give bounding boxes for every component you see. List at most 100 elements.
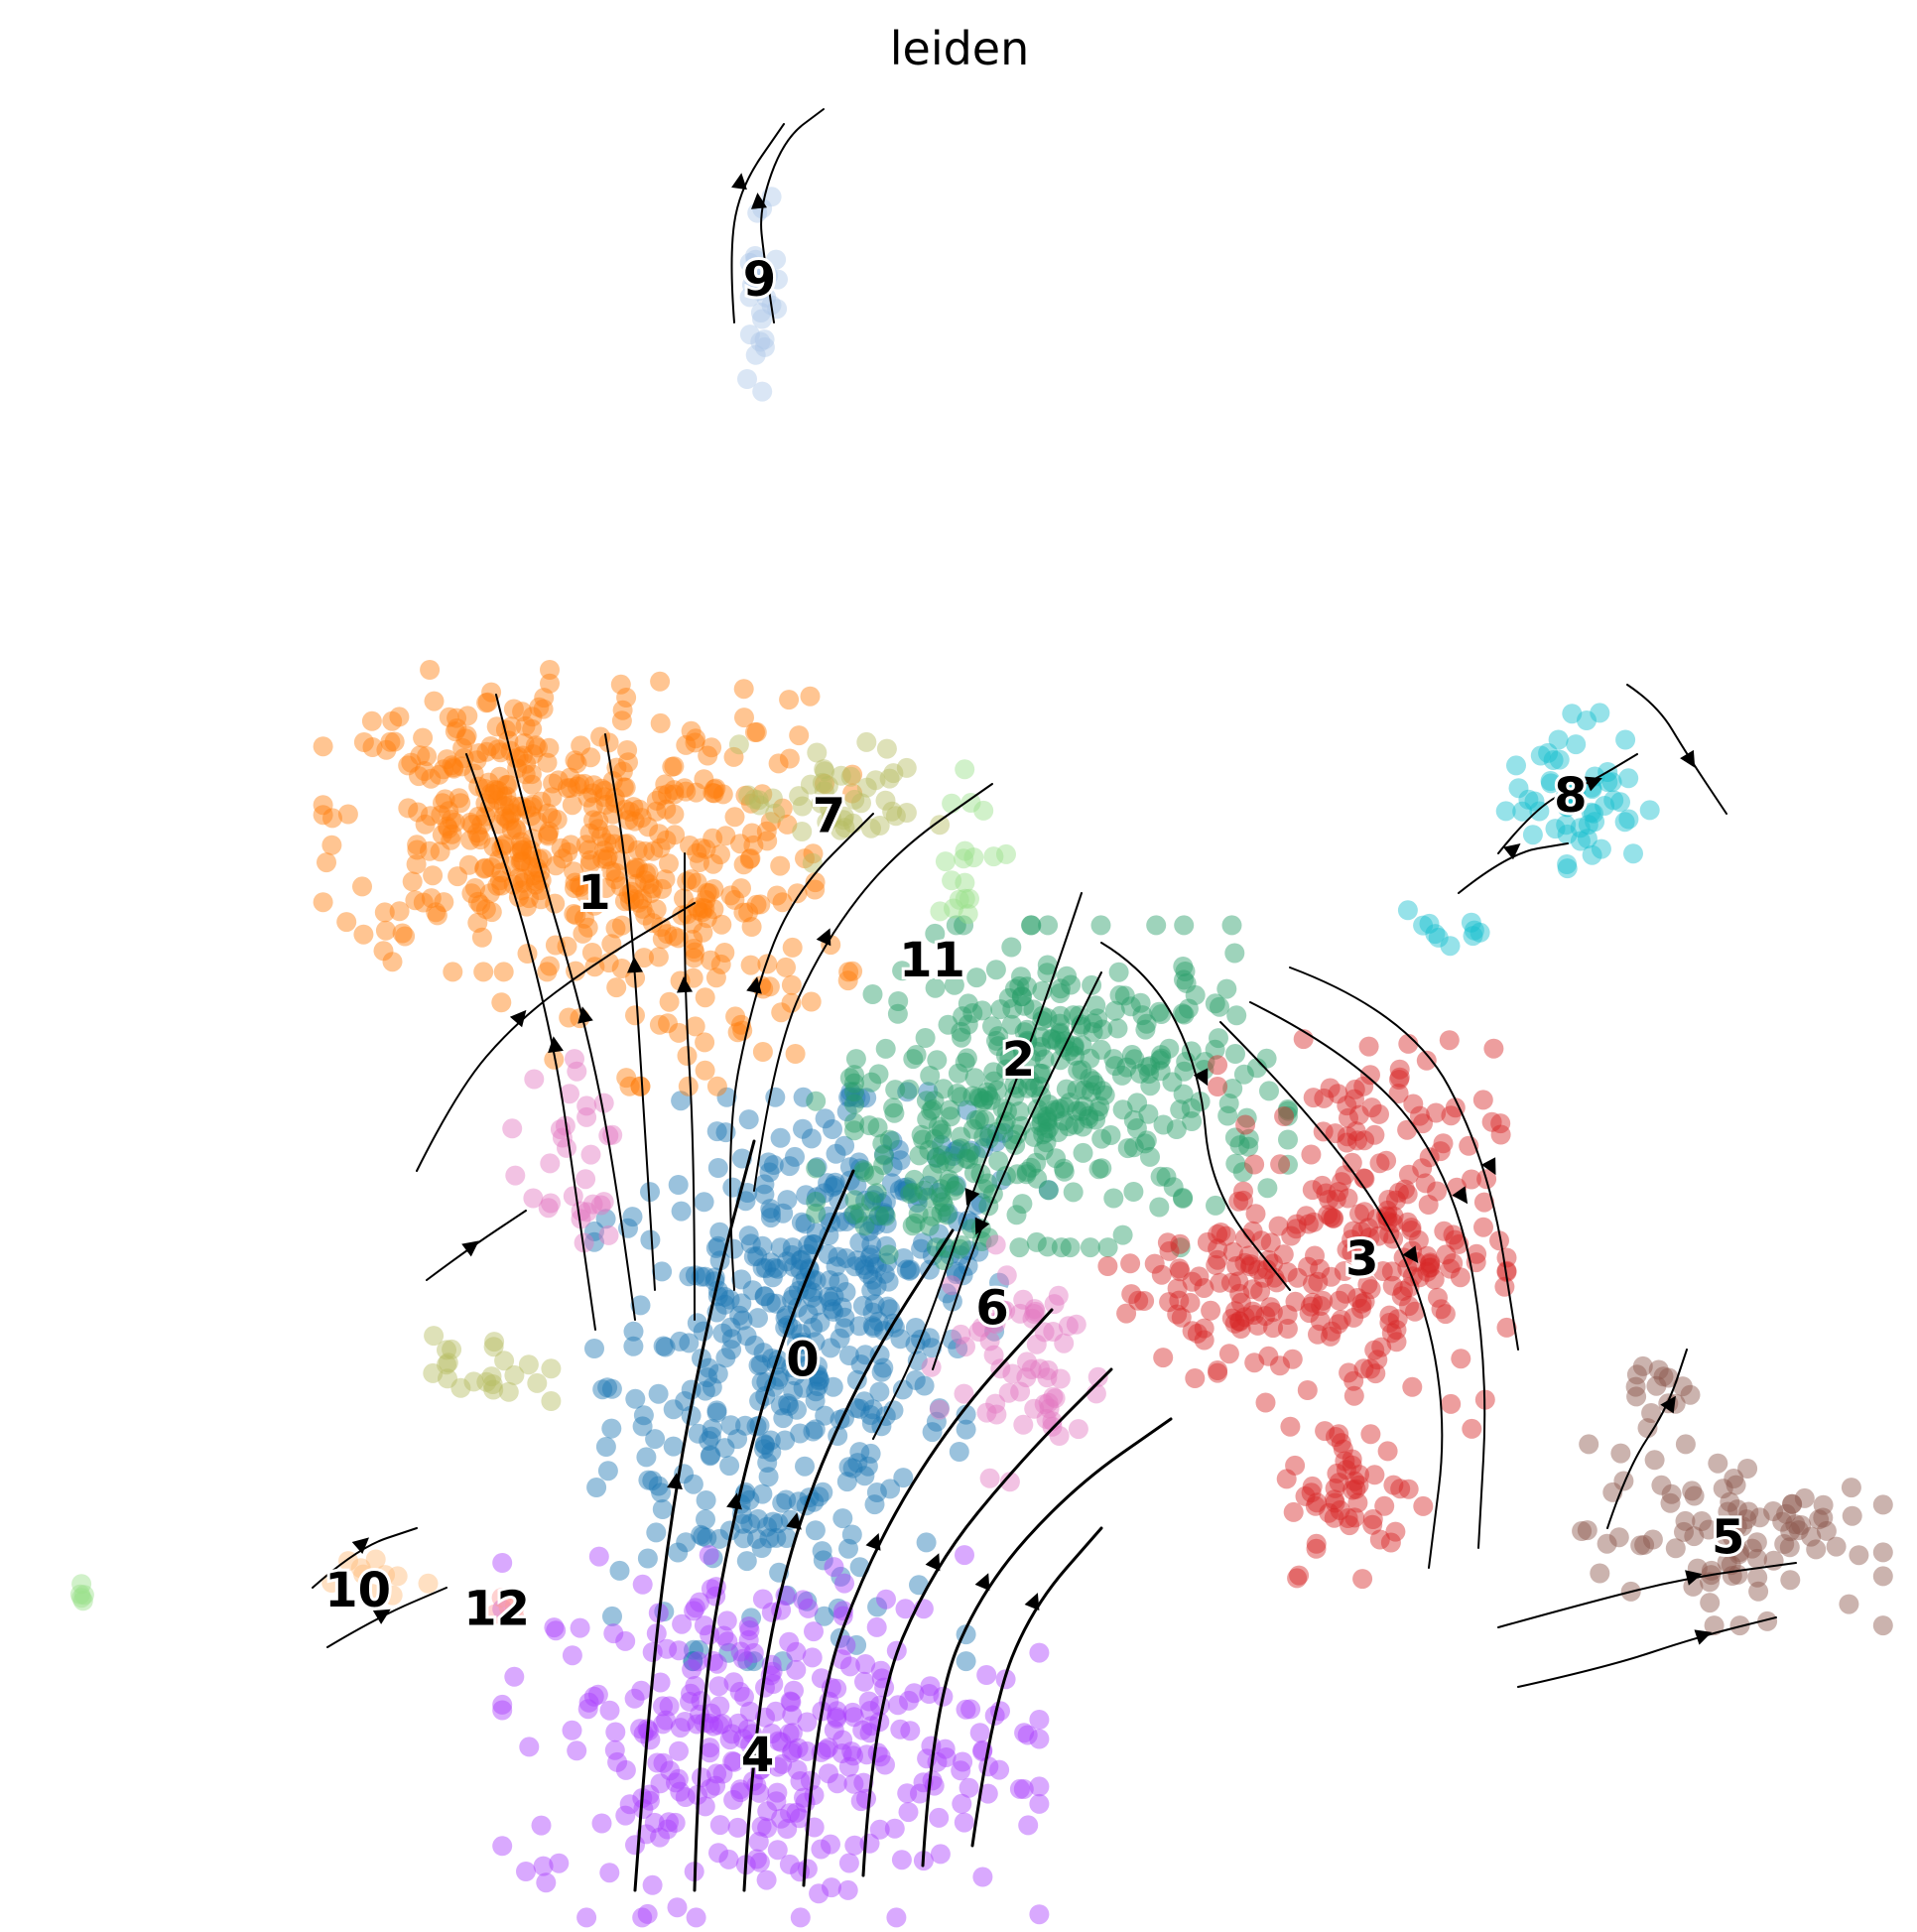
point-cluster-5 <box>1757 1610 1778 1631</box>
point-cluster-5 <box>1741 1538 1762 1559</box>
point-cluster-4 <box>780 1691 801 1712</box>
point-cluster-0 <box>797 1591 818 1611</box>
point-cluster-4 <box>733 1729 754 1749</box>
point-cluster-2 <box>1100 1125 1121 1145</box>
point-cluster-1 <box>561 835 581 855</box>
point-cluster-3 <box>1378 1190 1399 1210</box>
point-cluster-3 <box>1399 1296 1419 1317</box>
point-cluster-1 <box>686 728 706 749</box>
point-cluster-11 <box>954 848 974 869</box>
point-cluster-2 <box>1002 998 1023 1019</box>
point-cluster-2 <box>931 1179 952 1200</box>
point-cluster-4 <box>737 1719 758 1739</box>
point-cluster-3 <box>1208 1055 1228 1076</box>
point-cluster-2 <box>1135 1019 1156 1040</box>
point-cluster-1 <box>681 720 702 741</box>
point-cluster-2 <box>973 1090 994 1110</box>
point-cluster-7 <box>876 738 897 759</box>
point-cluster-2 <box>1229 1135 1250 1156</box>
point-cluster-6 <box>593 1093 614 1113</box>
point-cluster-4 <box>562 1720 582 1740</box>
point-cluster-7 <box>802 852 823 873</box>
point-cluster-1 <box>594 787 615 808</box>
point-cluster-0 <box>960 1140 981 1161</box>
point-cluster-0 <box>935 1238 956 1259</box>
point-cluster-4 <box>717 1631 738 1652</box>
point-cluster-2 <box>859 1115 880 1136</box>
point-cluster-4 <box>904 1683 925 1704</box>
point-cluster-6 <box>576 1095 597 1116</box>
point-cluster-3 <box>1387 1309 1408 1330</box>
point-cluster-3 <box>1412 1158 1433 1179</box>
point-cluster-5 <box>1732 1516 1753 1537</box>
point-cluster-0 <box>831 1297 852 1318</box>
point-cluster-4 <box>708 1676 729 1697</box>
point-cluster-1 <box>511 880 532 901</box>
point-cluster-1 <box>512 745 533 766</box>
point-cluster-1 <box>496 775 517 796</box>
point-cluster-2 <box>873 1155 894 1176</box>
point-cluster-3 <box>1349 1465 1369 1485</box>
point-cluster-1 <box>558 841 578 862</box>
point-cluster-0 <box>814 1183 834 1204</box>
point-cluster-2 <box>1057 966 1078 986</box>
point-cluster-1 <box>313 795 333 816</box>
point-cluster-7 <box>424 1326 445 1347</box>
point-cluster-4 <box>771 1732 792 1752</box>
point-cluster-2 <box>1080 1237 1100 1258</box>
point-cluster-0 <box>752 1257 773 1278</box>
point-cluster-1 <box>564 861 584 882</box>
point-cluster-3 <box>1413 1495 1434 1516</box>
point-cluster-6 <box>1066 1314 1086 1335</box>
point-cluster-0 <box>818 1206 838 1226</box>
point-cluster-4 <box>636 1824 657 1845</box>
point-cluster-1 <box>691 837 711 858</box>
point-cluster-0 <box>681 1405 702 1426</box>
point-cluster-0 <box>824 1301 844 1322</box>
point-cluster-2 <box>845 1049 866 1070</box>
point-cluster-1 <box>639 874 660 894</box>
point-cluster-0 <box>815 1108 835 1129</box>
point-cluster-4 <box>577 1699 598 1720</box>
point-cluster-0 <box>731 1293 752 1314</box>
point-cluster-1 <box>695 898 715 919</box>
point-cluster-1 <box>638 817 659 837</box>
point-cluster-2 <box>885 1080 906 1100</box>
point-cluster-9 <box>744 273 765 294</box>
point-cluster-4 <box>1029 1904 1050 1925</box>
point-cluster-7 <box>879 768 900 789</box>
point-cluster-5 <box>1630 1535 1651 1556</box>
streamline <box>1100 942 1291 1291</box>
point-cluster-0 <box>754 1286 775 1307</box>
point-cluster-1 <box>490 742 511 763</box>
point-cluster-1 <box>785 1044 806 1064</box>
point-cluster-0 <box>874 1205 895 1224</box>
point-cluster-0 <box>767 1258 788 1279</box>
point-cluster-7 <box>541 1358 562 1379</box>
point-cluster-3 <box>1389 1067 1410 1088</box>
point-cluster-1 <box>565 878 584 898</box>
point-cluster-1 <box>511 850 532 871</box>
point-cluster-5 <box>1813 1494 1834 1515</box>
point-cluster-4 <box>831 1743 852 1763</box>
point-cluster-2 <box>1137 1057 1158 1078</box>
point-cluster-2 <box>844 1094 864 1114</box>
point-cluster-3 <box>1287 1568 1308 1589</box>
point-cluster-1 <box>493 796 514 817</box>
point-cluster-9 <box>752 309 772 329</box>
point-cluster-2 <box>1033 1140 1054 1161</box>
point-cluster-1 <box>738 902 759 923</box>
point-cluster-4 <box>797 1859 818 1879</box>
streamline-arrowhead <box>627 957 643 973</box>
point-cluster-1 <box>437 816 457 837</box>
point-cluster-7 <box>811 793 831 814</box>
point-cluster-11 <box>69 1584 90 1605</box>
point-cluster-6 <box>1038 1359 1059 1380</box>
point-cluster-2 <box>1149 1197 1170 1218</box>
point-cluster-1 <box>492 786 513 807</box>
point-cluster-3 <box>1405 1301 1425 1322</box>
point-cluster-2 <box>1136 1013 1157 1034</box>
point-cluster-0 <box>928 1182 949 1203</box>
point-cluster-2 <box>1121 1045 1142 1065</box>
point-cluster-3 <box>1358 1036 1379 1057</box>
